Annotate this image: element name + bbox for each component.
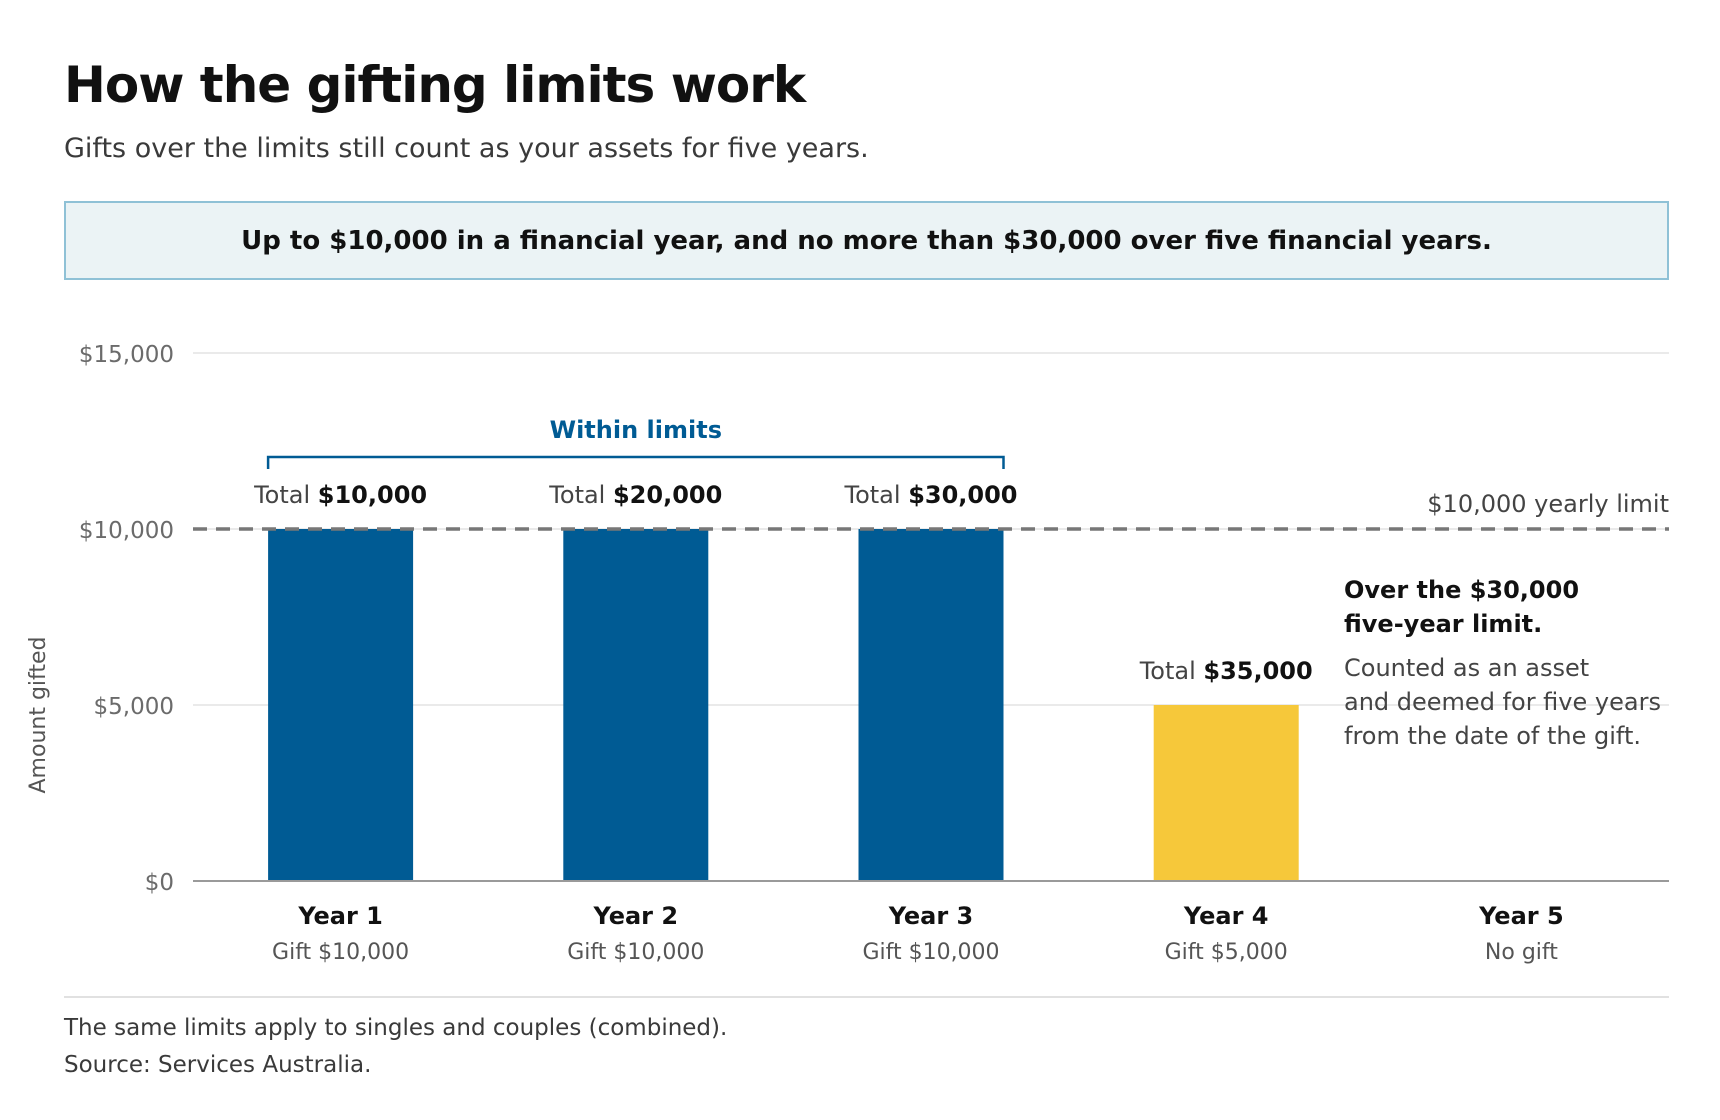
- footer-note: The same limits apply to singles and cou…: [64, 1015, 728, 1041]
- bar: [268, 529, 414, 881]
- y-tick-label: $15,000: [79, 342, 174, 368]
- annotation-title-line: Over the $30,000: [1344, 576, 1579, 604]
- x-category-sublabel: Gift $10,000: [567, 940, 704, 965]
- x-category-label: Year 2: [593, 902, 679, 930]
- footer-divider: [64, 996, 1669, 998]
- chart-title: How the gifting limits work: [64, 56, 806, 114]
- x-category-sublabel: Gift $10,000: [862, 940, 999, 965]
- total-label: Total $10,000: [253, 481, 427, 509]
- within-limits-label: Within limits: [550, 416, 722, 444]
- within-limits-bracket: [266, 455, 1005, 469]
- bar: [1153, 705, 1299, 881]
- x-category-sublabel: No gift: [1485, 940, 1558, 965]
- total-label: Total $20,000: [548, 481, 722, 509]
- y-tick-label: $0: [145, 870, 174, 896]
- total-label: Total $30,000: [844, 481, 1018, 509]
- limits-callout: Up to $10,000 in a financial year, and n…: [64, 201, 1669, 280]
- bar-chart: $0 $5,000 $10,000 $15,000 Amount gifted $10,0…: [26, 342, 1669, 965]
- annotation-body-line: from the date of the gift.: [1344, 722, 1641, 750]
- x-category-label: Year 5: [1478, 902, 1564, 930]
- annotation-body-line: and deemed for five years: [1344, 688, 1661, 716]
- bar: [563, 529, 709, 881]
- x-category-label: Year 1: [297, 902, 383, 930]
- source-note: Source: Services Australia.: [64, 1052, 372, 1078]
- bar: [858, 529, 1004, 881]
- annotation-body-line: Counted as an asset: [1344, 654, 1589, 682]
- x-category-sublabel: Gift $5,000: [1165, 940, 1288, 965]
- annotation-title-line: five-year limit.: [1344, 610, 1542, 638]
- x-category-label: Year 4: [1183, 902, 1269, 930]
- x-category-sublabel: Gift $10,000: [272, 940, 409, 965]
- x-category-label: Year 3: [888, 902, 974, 930]
- y-tick-label: $10,000: [79, 518, 174, 544]
- limits-callout-text: Up to $10,000 in a financial year, and n…: [241, 225, 1492, 256]
- y-tick-label: $5,000: [94, 694, 174, 720]
- yearly-limit-label: $10,000 yearly limit: [1427, 490, 1669, 518]
- chart-subtitle: Gifts over the limits still count as you…: [64, 133, 869, 164]
- total-label: Total $35,000: [1139, 657, 1313, 685]
- y-axis-label: Amount gifted: [26, 636, 51, 793]
